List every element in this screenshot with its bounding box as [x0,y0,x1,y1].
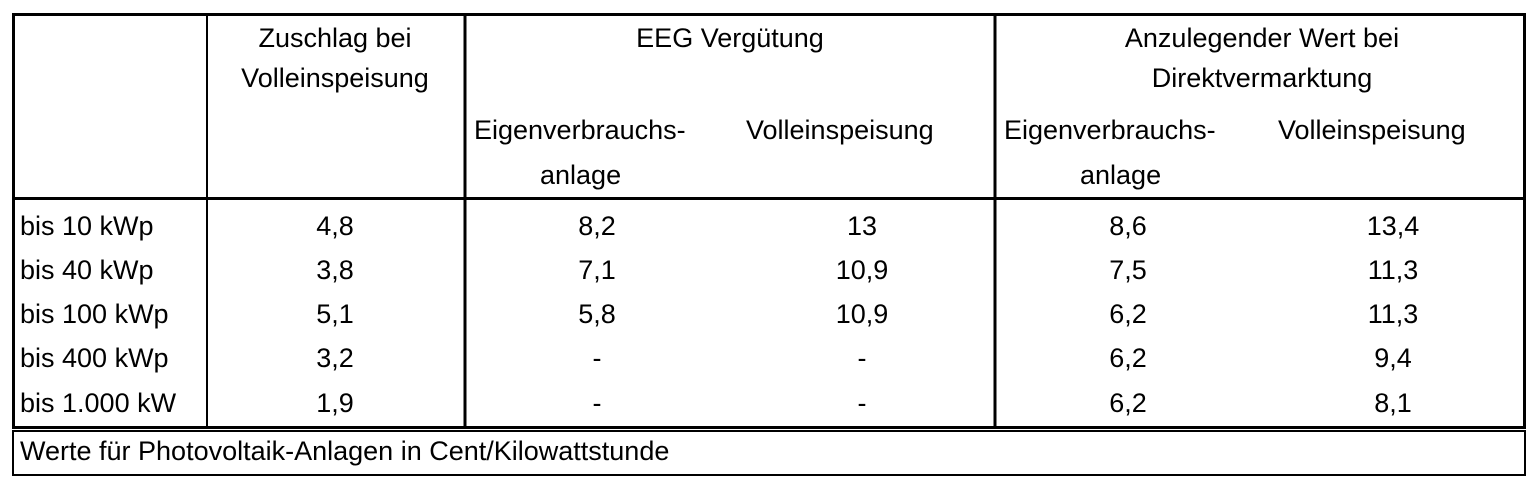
cell: 4,8 [316,211,354,241]
cell: 7,1 [578,255,616,285]
cell: 6,2 [1109,388,1147,418]
cell: 5,8 [578,299,616,329]
cell: 10,9 [836,299,889,329]
subheader: Eigenverbrauchs- [1004,115,1216,145]
cell: 11,3 [1368,299,1419,329]
cell: 8,6 [1109,211,1147,241]
footnote-box [12,430,1526,476]
cell: 7,5 [1109,255,1147,285]
subheader: anlage [540,160,621,190]
row-label: bis 400 kWp [20,343,169,373]
cell: 3,2 [316,343,354,373]
subheader: Volleinspeisung [1278,115,1466,145]
cell: 5,1 [316,299,354,329]
cell: 13,4 [1367,211,1420,241]
column-header: Direktvermarktung [1152,63,1373,93]
cell: 6,2 [1109,343,1147,373]
footnote: Werte für Photovoltaik-Anlagen in Cent/K… [20,436,669,466]
column-header: Volleinspeisung [241,63,429,93]
row-label: bis 100 kWp [20,299,169,329]
cell: 11,3 [1368,255,1419,285]
column-header: EEG Vergütung [636,23,824,53]
row-label: bis 40 kWp [20,255,154,285]
column-header: Zuschlag bei [258,23,411,53]
table-border [12,13,1526,429]
row-label: bis 1.000 kW [20,388,177,418]
subheader: anlage [1080,160,1161,190]
cell: - [593,388,602,418]
cell: 8,2 [578,211,616,241]
cell: - [858,388,867,418]
cell: - [858,343,867,373]
row-label: bis 10 kWp [20,211,154,241]
cell: 1,9 [316,388,354,418]
cell: 10,9 [836,255,889,285]
cell: 6,2 [1109,299,1147,329]
subheader: Eigenverbrauchs- [474,115,686,145]
cell: 13 [847,211,877,241]
subheader: Volleinspeisung [746,115,934,145]
column-header: Anzulegender Wert bei [1125,23,1399,53]
cell: 8,1 [1374,388,1412,418]
cell: - [593,343,602,373]
cell: 9,4 [1374,343,1412,373]
cell: 3,8 [316,255,354,285]
grid [12,13,1526,476]
